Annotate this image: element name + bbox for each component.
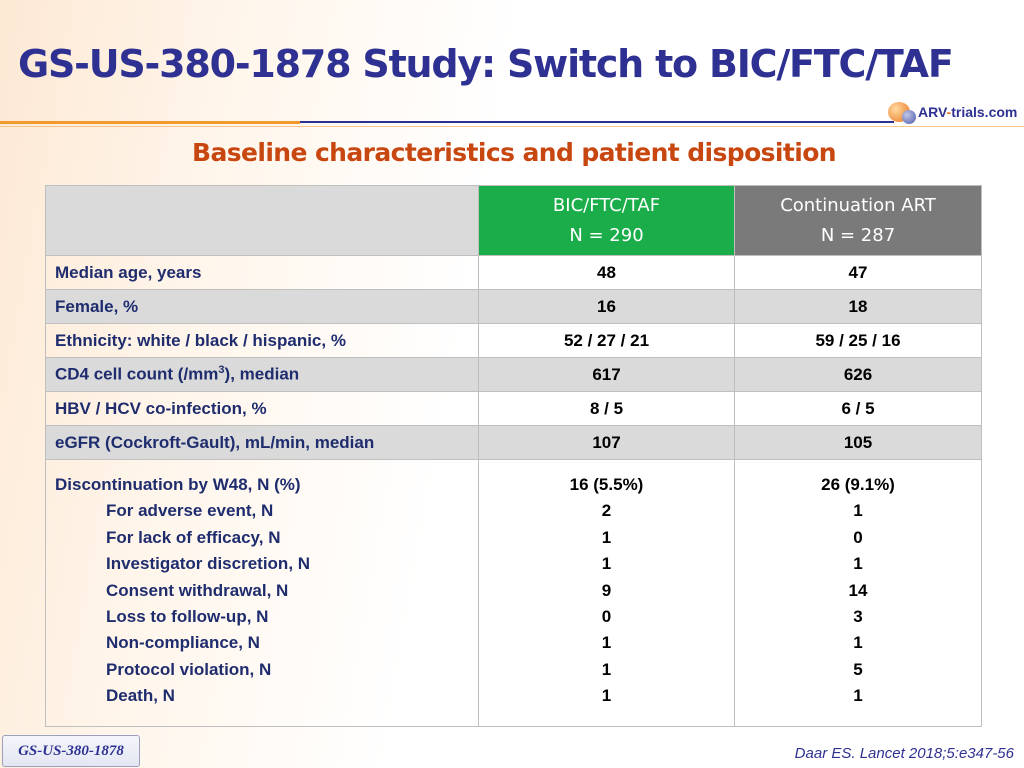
value-bic: 48 bbox=[478, 255, 735, 290]
title-rule-blue bbox=[300, 121, 894, 123]
disc-label: For lack of efficacy, N bbox=[106, 527, 281, 547]
disc-value: 2 bbox=[601, 501, 612, 521]
header-bic-ftc-taf: BIC/FTC/TAF N = 290 bbox=[478, 185, 735, 256]
row-label: Median age, years bbox=[45, 255, 479, 290]
row-label: eGFR (Cockroft-Gault), mL/min, median bbox=[45, 425, 479, 460]
value-bic: 107 bbox=[478, 425, 735, 460]
header-blank-cell bbox=[45, 185, 479, 256]
slide-subtitle: Baseline characteristics and patient dis… bbox=[192, 138, 837, 167]
table-row: Ethnicity: white / black / hispanic, % 5… bbox=[45, 323, 982, 358]
header-arm-name: BIC/FTC/TAF bbox=[552, 194, 661, 216]
discontinuation-values-bic: 16 (5.5%) 2 1 1 9 0 1 1 1 bbox=[478, 459, 735, 727]
baseline-table: BIC/FTC/TAF N = 290 Continuation ART N =… bbox=[45, 185, 982, 727]
disc-value: 9 bbox=[601, 580, 612, 600]
logo-blue-icon bbox=[902, 110, 916, 124]
disc-value: 1 bbox=[853, 686, 863, 706]
value-bic: 617 bbox=[478, 357, 735, 392]
value-continuation: 105 bbox=[734, 425, 982, 460]
header-arm-n: N = 287 bbox=[820, 224, 896, 246]
row-label: HBV / HCV co-infection, % bbox=[45, 391, 479, 426]
table-row: Female, % 16 18 bbox=[45, 289, 982, 324]
disc-label: Death, N bbox=[106, 686, 175, 706]
disc-value: 16 (5.5%) bbox=[569, 475, 644, 494]
table-row: eGFR (Cockroft-Gault), mL/min, median 10… bbox=[45, 425, 982, 460]
header-arm-n: N = 290 bbox=[569, 224, 644, 246]
disc-label: Non-compliance, N bbox=[106, 633, 260, 653]
disc-label: Consent withdrawal, N bbox=[106, 580, 289, 600]
discontinuation-labels: Discontinuation by W48, N (%) For advers… bbox=[45, 459, 479, 727]
disc-value: 1 bbox=[601, 686, 612, 706]
value-continuation: 47 bbox=[734, 255, 982, 290]
row-label: CD4 cell count (/mm3), median bbox=[45, 357, 479, 392]
disc-value: 0 bbox=[853, 527, 863, 547]
disc-value: 26 (9.1%) bbox=[821, 475, 895, 494]
disc-value: 14 bbox=[848, 580, 868, 600]
disc-label: Loss to follow-up, N bbox=[106, 606, 269, 626]
logo-text: ARV-trials.com bbox=[918, 104, 1018, 120]
value-bic: 16 bbox=[478, 289, 735, 324]
disc-label: Discontinuation by W48, N (%) bbox=[55, 475, 301, 494]
disc-value: 1 bbox=[601, 659, 612, 679]
value-continuation: 18 bbox=[734, 289, 982, 324]
header-arm-name: Continuation ART bbox=[780, 194, 936, 216]
title-rule-thin bbox=[0, 126, 1024, 127]
value-bic: 8 / 5 bbox=[478, 391, 735, 426]
disc-value: 3 bbox=[853, 606, 863, 626]
disc-label: Investigator discretion, N bbox=[106, 554, 311, 574]
header-continuation-art: Continuation ART N = 287 bbox=[734, 185, 982, 256]
arv-trials-logo: ARV-trials.com bbox=[888, 100, 1018, 130]
value-continuation: 6 / 5 bbox=[734, 391, 982, 426]
discontinuation-row: Discontinuation by W48, N (%) For advers… bbox=[45, 459, 982, 727]
disc-value: 1 bbox=[853, 554, 863, 574]
disc-value: 1 bbox=[601, 554, 612, 574]
value-bic: 52 / 27 / 21 bbox=[478, 323, 735, 358]
title-rule-orange bbox=[0, 121, 300, 124]
disc-value: 1 bbox=[601, 633, 612, 653]
table-row: CD4 cell count (/mm3), median 617 626 bbox=[45, 357, 982, 392]
disc-label: For adverse event, N bbox=[106, 501, 274, 521]
row-label: Female, % bbox=[45, 289, 479, 324]
slide-title: GS-US-380-1878 Study: Switch to BIC/FTC/… bbox=[18, 42, 954, 86]
disc-label: Protocol violation, N bbox=[106, 659, 272, 679]
value-continuation: 626 bbox=[734, 357, 982, 392]
value-continuation: 59 / 25 / 16 bbox=[734, 323, 982, 358]
study-tag: GS-US-380-1878 bbox=[2, 735, 140, 767]
table-row: HBV / HCV co-infection, % 8 / 5 6 / 5 bbox=[45, 391, 982, 426]
row-label: Ethnicity: white / black / hispanic, % bbox=[45, 323, 479, 358]
reference-citation: Daar ES. Lancet 2018;5:e347-56 bbox=[794, 745, 1014, 762]
disc-value: 1 bbox=[853, 501, 863, 521]
disc-value: 1 bbox=[853, 633, 863, 653]
disc-value: 0 bbox=[601, 606, 612, 626]
disc-value: 1 bbox=[601, 527, 612, 547]
table-header-row: BIC/FTC/TAF N = 290 Continuation ART N =… bbox=[45, 185, 982, 256]
table-row: Median age, years 48 47 bbox=[45, 255, 982, 290]
discontinuation-values-continuation: 26 (9.1%) 1 0 1 14 3 1 5 1 bbox=[734, 459, 982, 727]
disc-value: 5 bbox=[853, 659, 863, 679]
